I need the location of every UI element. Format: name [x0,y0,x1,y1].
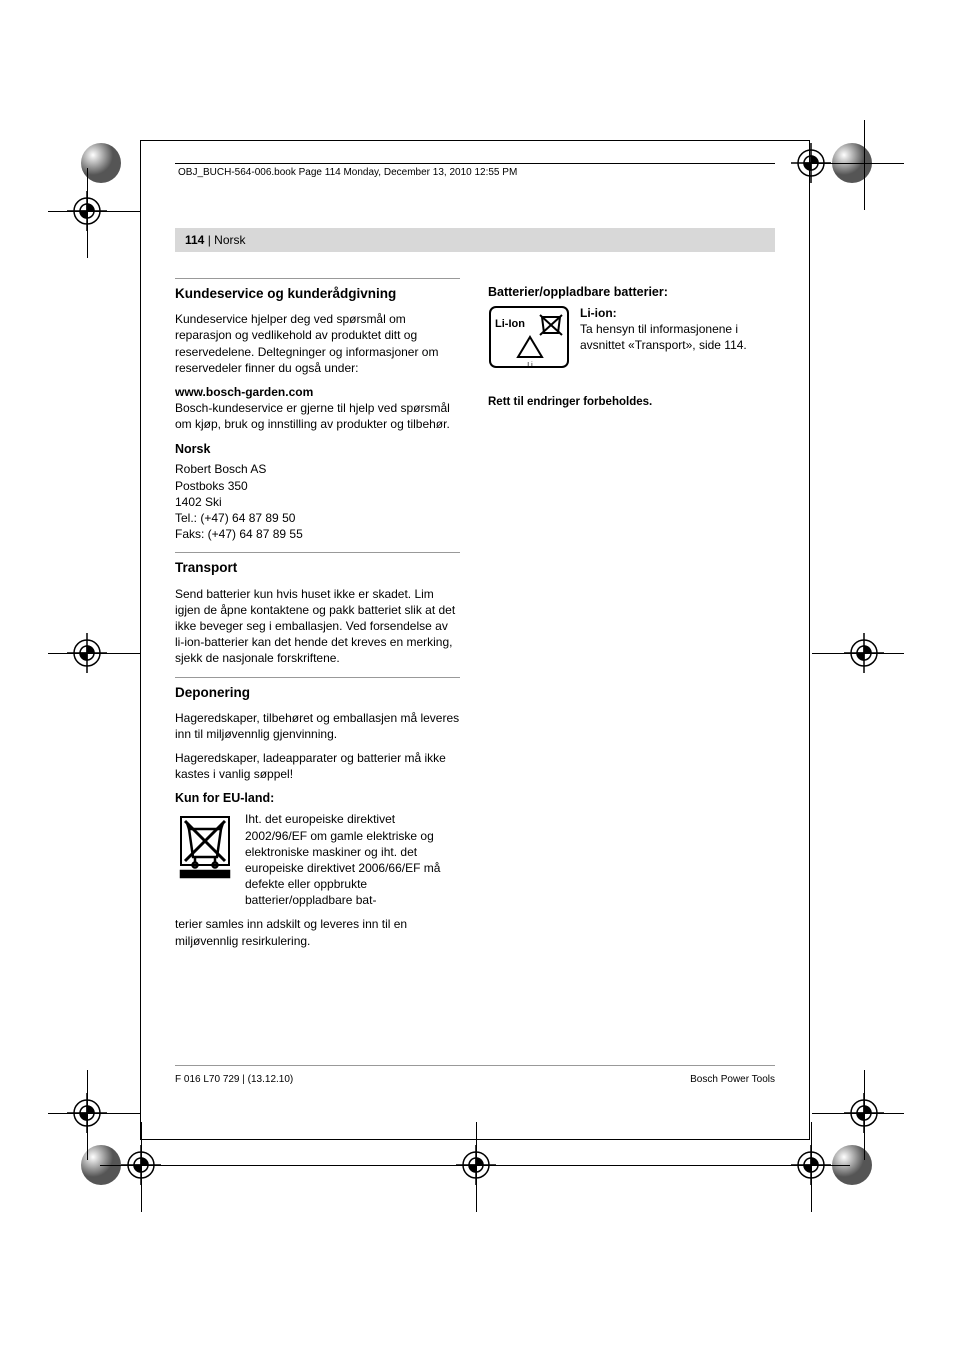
crop-axis [812,653,904,654]
url-text: www.bosch-garden.com [175,384,460,400]
crop-axis [48,653,140,654]
svg-text:Li: Li [527,362,533,369]
content-area: Kundeservice og kunderådgivning Kundeser… [175,278,775,957]
body-text: Hageredskaper, tilbehøret og emballasjen… [175,710,460,742]
left-column: Kundeservice og kunderådgivning Kundeser… [175,278,460,957]
liion-label: Li-ion: [580,305,773,321]
page-number: 114 [185,233,204,247]
crop-axis [141,1122,142,1212]
footer-rule [175,1065,775,1066]
heading-transport: Transport [175,559,460,577]
liion-icon: Li-Ion Li [488,305,570,373]
subheading-batterier: Batterier/oppladbare batterier: [488,284,773,301]
right-column: Batterier/oppladbare batterier: Li-Ion [488,278,773,957]
crop-axis [864,120,865,210]
section-rule [175,677,460,678]
weee-icon [175,811,235,885]
address-line: 1402 Ski [175,494,460,510]
body-text: Iht. det europeiske direktivet 2002/96/E… [245,811,460,908]
heading-deponering: Deponering [175,684,460,702]
footer-right: Bosch Power Tools [690,1074,775,1085]
crop-axis [87,168,88,258]
body-text: Ta hensyn til informasjonene i avsnittet… [580,321,773,353]
weee-block: Iht. det europeiske direktivet 2002/96/E… [175,811,460,908]
body-text: terier samles inn adskilt og leveres inn… [175,916,460,948]
closing-note: Rett til endringer forbeholdes. [488,395,773,411]
page-language: Norsk [214,233,245,247]
liion-block: Li-Ion Li Li-ion: Ta hensyn til [488,305,773,373]
svg-text:Li-Ion: Li-Ion [495,318,525,330]
crop-axis [864,1070,865,1160]
subheading-norsk: Norsk [175,441,460,458]
crop-axis [48,211,140,212]
crop-axis [812,1113,904,1114]
crop-axis [476,1122,477,1212]
heading-kundeservice: Kundeservice og kunderådgivning [175,285,460,303]
footer-left: F 016 L70 729 | (13.12.10) [175,1074,293,1085]
crop-axis [811,1122,812,1212]
crop-axis [87,1070,88,1160]
liion-text: Li-ion: Ta hensyn til informasjonene i a… [580,305,773,354]
subheading-eu: Kun for EU-land: [175,790,460,807]
crop-axis [48,1113,140,1114]
body-text: Hageredskaper, ladeapparater og batterie… [175,750,460,782]
body-text: Kundeservice hjelper deg ved spørsmål om… [175,311,460,376]
body-text: Send batterier kun hvis huset ikke er sk… [175,586,460,667]
crop-sphere-icon [78,140,124,186]
header-rule [175,163,775,164]
address-line: Faks: (+47) 64 87 89 55 [175,526,460,542]
address-line: Tel.: (+47) 64 87 89 50 [175,510,460,526]
body-text: Bosch-kundeservice er gjerne til hjelp v… [175,400,460,432]
section-rule [175,552,460,553]
address-line: Robert Bosch AS [175,461,460,477]
page-header: 114 | Norsk [175,228,775,252]
crop-axis [812,163,904,164]
crop-axis [100,1165,850,1166]
running-header: OBJ_BUCH-564-006.book Page 114 Monday, D… [178,167,517,178]
section-rule [175,278,460,279]
address-line: Postboks 350 [175,478,460,494]
